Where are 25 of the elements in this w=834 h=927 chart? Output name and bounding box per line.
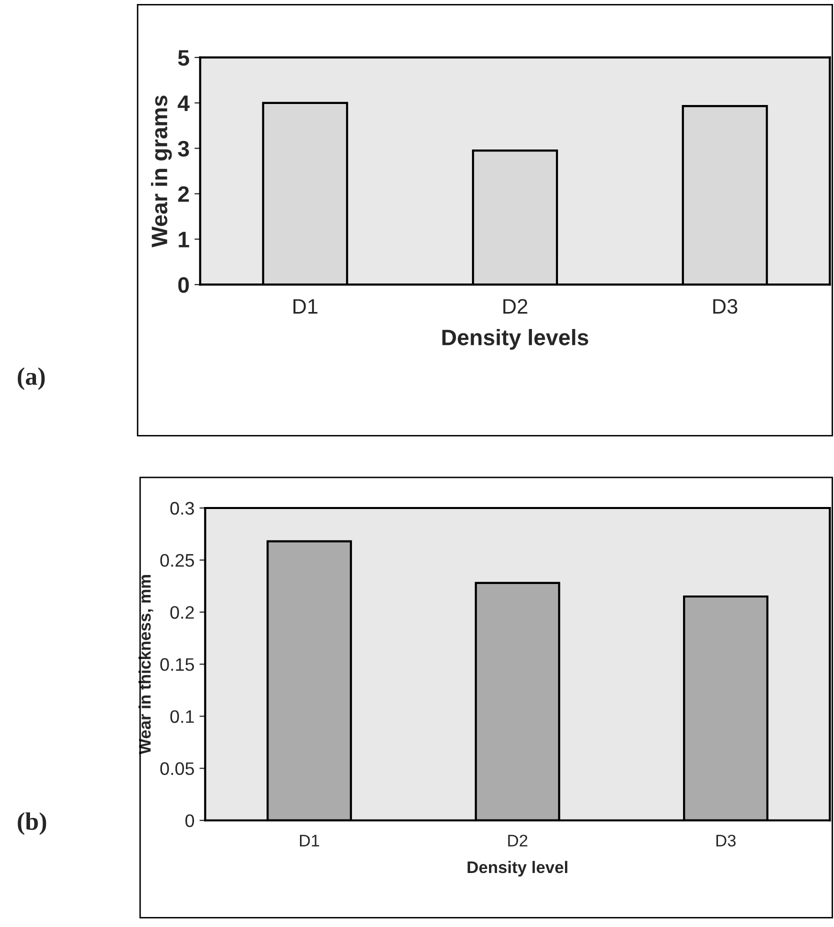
text: (b)	[18, 812, 46, 835]
y-tick-label: 3	[178, 140, 189, 157]
y-tick-label: 0.25	[160, 554, 194, 567]
x-tick-label: D1	[294, 299, 318, 314]
y-axis-title: Wear in grams	[151, 96, 172, 248]
x-axis-title: Density level	[468, 860, 568, 876]
text: (a)	[18, 367, 45, 390]
y-tick-label: 0.2	[170, 606, 194, 619]
y-tick-label: 5	[178, 50, 190, 66]
y-tick-label: 0.1	[170, 710, 194, 723]
x-tick-label: D2	[503, 299, 528, 314]
x-axis-title: Density levels	[442, 329, 588, 350]
y-tick-label: 0	[185, 814, 194, 828]
x-tick-label: D1	[300, 834, 320, 846]
y-tick-label: 2	[178, 186, 189, 202]
x-tick-label: D2	[508, 834, 528, 846]
y-tick-label: 0.15	[160, 658, 194, 671]
y-tick-label: 0	[178, 277, 189, 293]
y-tick-label: 0.05	[160, 762, 194, 776]
y-axis-title: Wear in thickness, mm	[138, 575, 154, 754]
x-tick-label: D3	[716, 834, 736, 847]
y-tick-label: 4	[178, 96, 190, 111]
y-tick-label: 0.3	[170, 502, 194, 515]
x-tick-label: D3	[713, 299, 738, 314]
y-tick-label: 1	[178, 232, 190, 248]
